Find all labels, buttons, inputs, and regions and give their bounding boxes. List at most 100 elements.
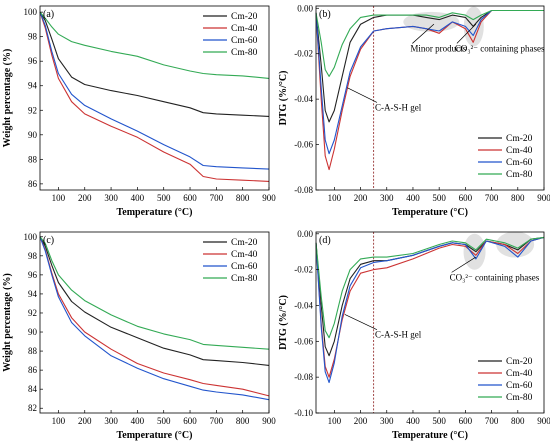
legend-label: Cm-60 [231,262,258,272]
y-tick-label: 90 [28,130,38,140]
x-tick-label: 100 [52,193,66,203]
panel-tag: (c) [43,235,54,246]
y-tick-label: 100 [24,7,38,17]
y-axis-title: Weight percentage (%) [2,49,13,148]
series-line-cm-40 [315,236,545,378]
y-tick-label: 98 [28,251,38,261]
panel-3: 100 200 300 400 500 600 700 800 900 0.00 -0.02 -0.0… [278,229,550,441]
legend: Cm-20 Cm-40 Cm-60 Cm-80 [203,12,258,58]
x-tick-label: 200 [78,193,92,203]
y-tick-label: 94 [28,289,38,299]
y-tick-label: -0.10 [294,408,313,418]
y-tick-label: -0.08 [294,185,313,195]
highlight-region-0 [463,233,486,270]
x-tick-label: 700 [485,416,499,426]
x-tick-label: 500 [432,193,446,203]
legend-label: Cm-40 [506,146,533,156]
annotation-arrow [347,87,378,103]
x-tick-label: 100 [328,193,342,203]
annotation-label: CO₃²⁻ containing phases [455,43,545,53]
x-tick-label: 400 [131,193,145,203]
x-tick-label: 300 [380,193,394,203]
x-tick-label: 800 [236,193,250,203]
legend-label: Cm-20 [231,238,258,248]
panel-tag: (b) [319,9,331,20]
x-tick-label: 500 [157,416,171,426]
y-tick-label: 88 [28,346,38,356]
annotation-arrow [412,23,435,44]
series-line-cm-80 [39,11,270,79]
legend-label: Cm-20 [231,12,258,22]
x-tick-label: 800 [236,416,250,426]
y-tick-label: 84 [28,384,38,394]
x-tick-label: 600 [183,416,197,426]
series-line-cm-20 [39,11,270,117]
x-tick-label: 900 [537,416,550,426]
x-tick-label: 400 [406,416,420,426]
legend: Cm-20 Cm-40 Cm-60 Cm-80 [478,134,533,180]
plot-frame [39,5,270,191]
y-axis-title: Weight percentage (%) [2,273,13,372]
x-axis-title: Temperature (°C) [117,430,193,441]
y-tick-label: 0.00 [297,229,313,239]
legend-label: Cm-60 [231,36,258,46]
x-tick-label: 600 [459,416,473,426]
annotation-label: C-A-S-H gel [375,102,422,112]
series-line-cm-80 [315,9,544,77]
y-tick-label: -0.02 [294,49,313,59]
y-tick-label: 94 [28,81,38,91]
x-tick-label: 600 [183,193,197,203]
plot-frame [39,231,270,414]
y-axis-title: DTG (%/°C) [278,71,289,126]
y-tick-label: -0.08 [294,372,313,382]
x-tick-label: 800 [511,416,525,426]
x-tick-label: 400 [131,416,145,426]
y-tick-label: 92 [28,105,37,115]
x-tick-label: 700 [485,193,499,203]
x-tick-label: 200 [354,416,368,426]
y-tick-label: 88 [28,154,38,164]
x-axis-title: Temperature (°C) [392,430,468,441]
legend: Cm-20 Cm-40 Cm-60 Cm-80 [478,357,533,403]
y-tick-label: 86 [28,365,38,375]
y-tick-label: 92 [28,308,37,318]
x-tick-label: 800 [511,193,525,203]
y-tick-label: -0.04 [294,300,313,310]
x-tick-label: 200 [78,416,92,426]
legend-label: Cm-40 [506,369,533,379]
annotation-label: Minor products [410,43,466,53]
plot-frame [315,231,545,414]
legend-label: Cm-80 [506,393,533,403]
annotation-label: CO₃²⁻ containing phases [450,272,540,282]
annotation-label: C-A-S-H gel [375,330,422,340]
series-line-cm-40 [39,236,270,397]
y-tick-label: 96 [28,56,38,66]
x-tick-label: 500 [432,416,446,426]
legend-label: Cm-20 [506,134,533,144]
x-tick-label: 900 [537,193,550,203]
legend-label: Cm-60 [506,381,533,391]
series-line-cm-40 [39,11,270,182]
y-tick-label: -0.06 [294,336,313,346]
series-line-cm-60 [315,9,544,155]
series-line-cm-80 [39,236,270,350]
x-tick-label: 100 [328,416,342,426]
x-tick-label: 400 [406,193,420,203]
x-tick-label: 700 [210,193,224,203]
x-tick-label: 600 [459,193,473,203]
legend-label: Cm-40 [231,24,258,34]
legend-label: Cm-40 [231,250,258,260]
y-tick-label: -0.06 [294,140,313,150]
plot-frame [315,5,545,191]
panel-tag: (d) [319,235,331,246]
x-tick-label: 300 [104,193,118,203]
legend-label: Cm-20 [506,357,533,367]
panel-0: 100 200 300 400 500 600 700 800 900 86 88 90 92 94 96 9… [2,5,276,218]
legend-label: Cm-60 [506,158,533,168]
x-tick-label: 900 [262,416,276,426]
y-tick-label: 82 [28,403,37,413]
legend-label: Cm-80 [506,170,533,180]
x-tick-label: 500 [157,193,171,203]
series-line-cm-60 [39,11,270,170]
